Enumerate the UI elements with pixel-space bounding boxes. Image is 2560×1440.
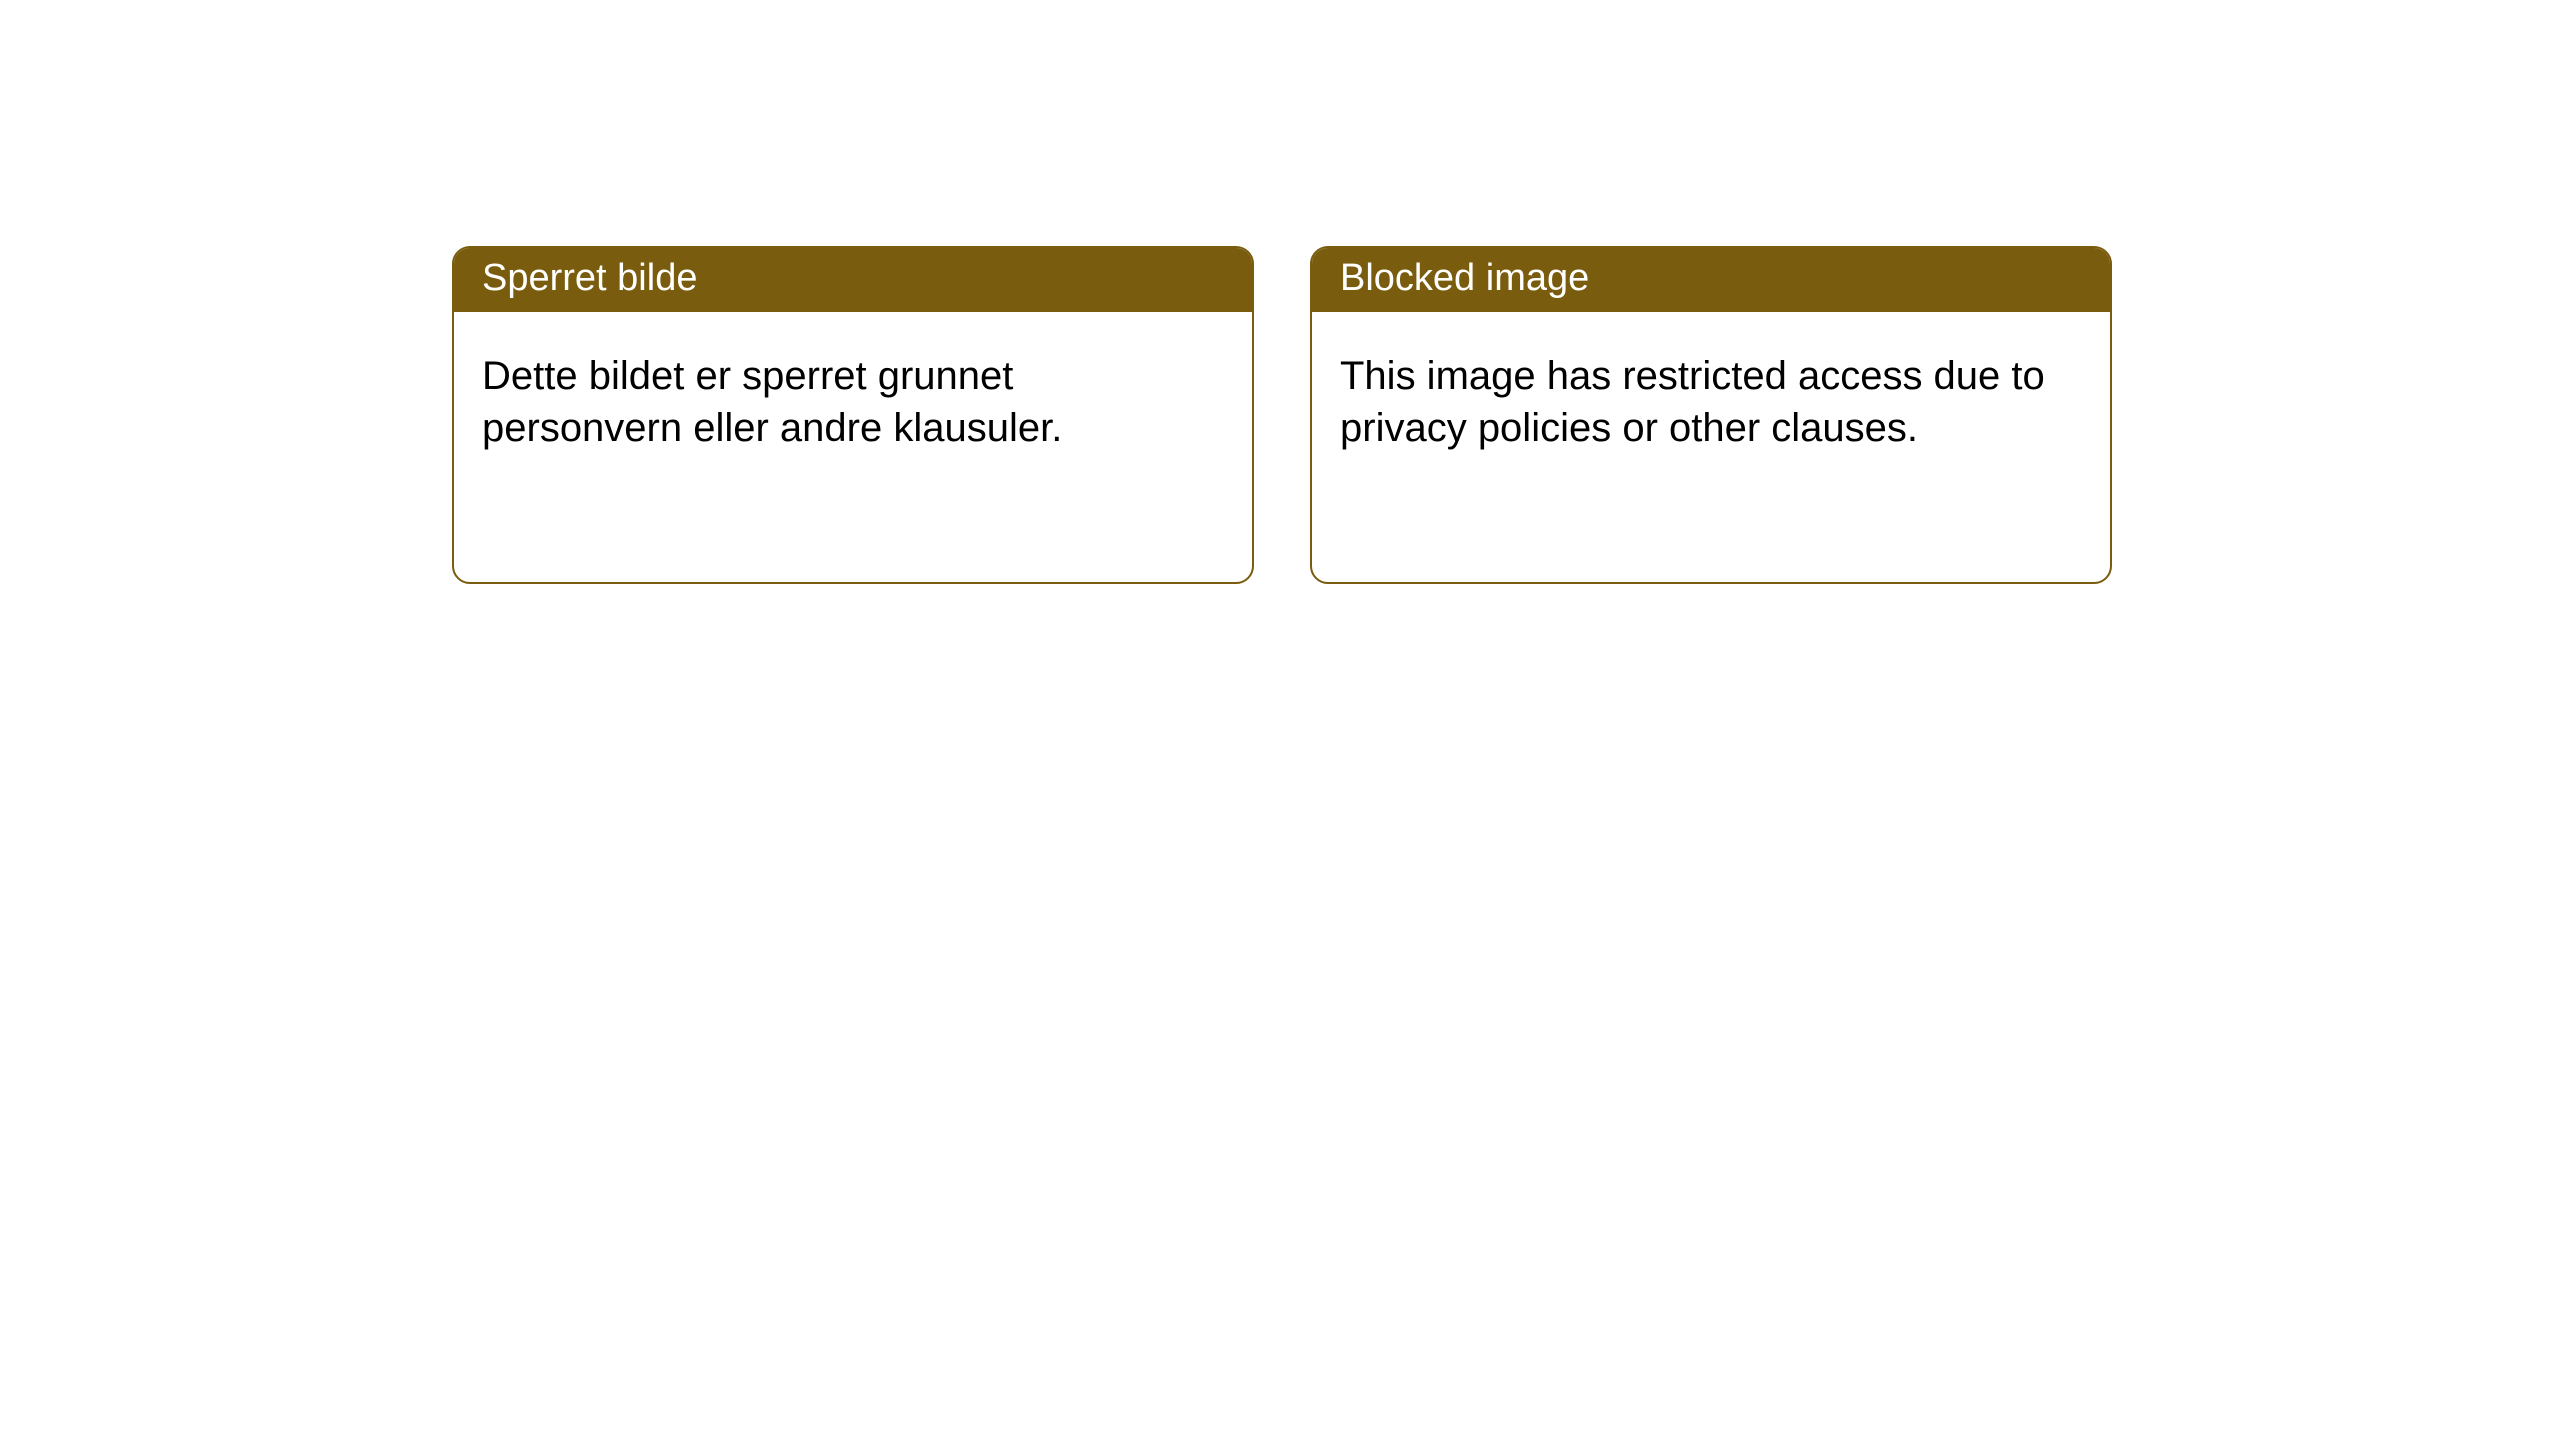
card-title: Blocked image	[1340, 257, 1589, 299]
card-header: Blocked image	[1312, 248, 2110, 312]
notice-card-english: Blocked image This image has restricted …	[1310, 246, 2112, 584]
card-message: Dette bildet er sperret grunnet personve…	[482, 354, 1062, 450]
card-header: Sperret bilde	[454, 248, 1252, 312]
card-body: This image has restricted access due to …	[1312, 312, 2110, 582]
card-title: Sperret bilde	[482, 257, 697, 299]
card-body: Dette bildet er sperret grunnet personve…	[454, 312, 1252, 582]
notice-container: Sperret bilde Dette bildet er sperret gr…	[0, 0, 2560, 584]
notice-card-norwegian: Sperret bilde Dette bildet er sperret gr…	[452, 246, 1254, 584]
card-message: This image has restricted access due to …	[1340, 354, 2045, 450]
